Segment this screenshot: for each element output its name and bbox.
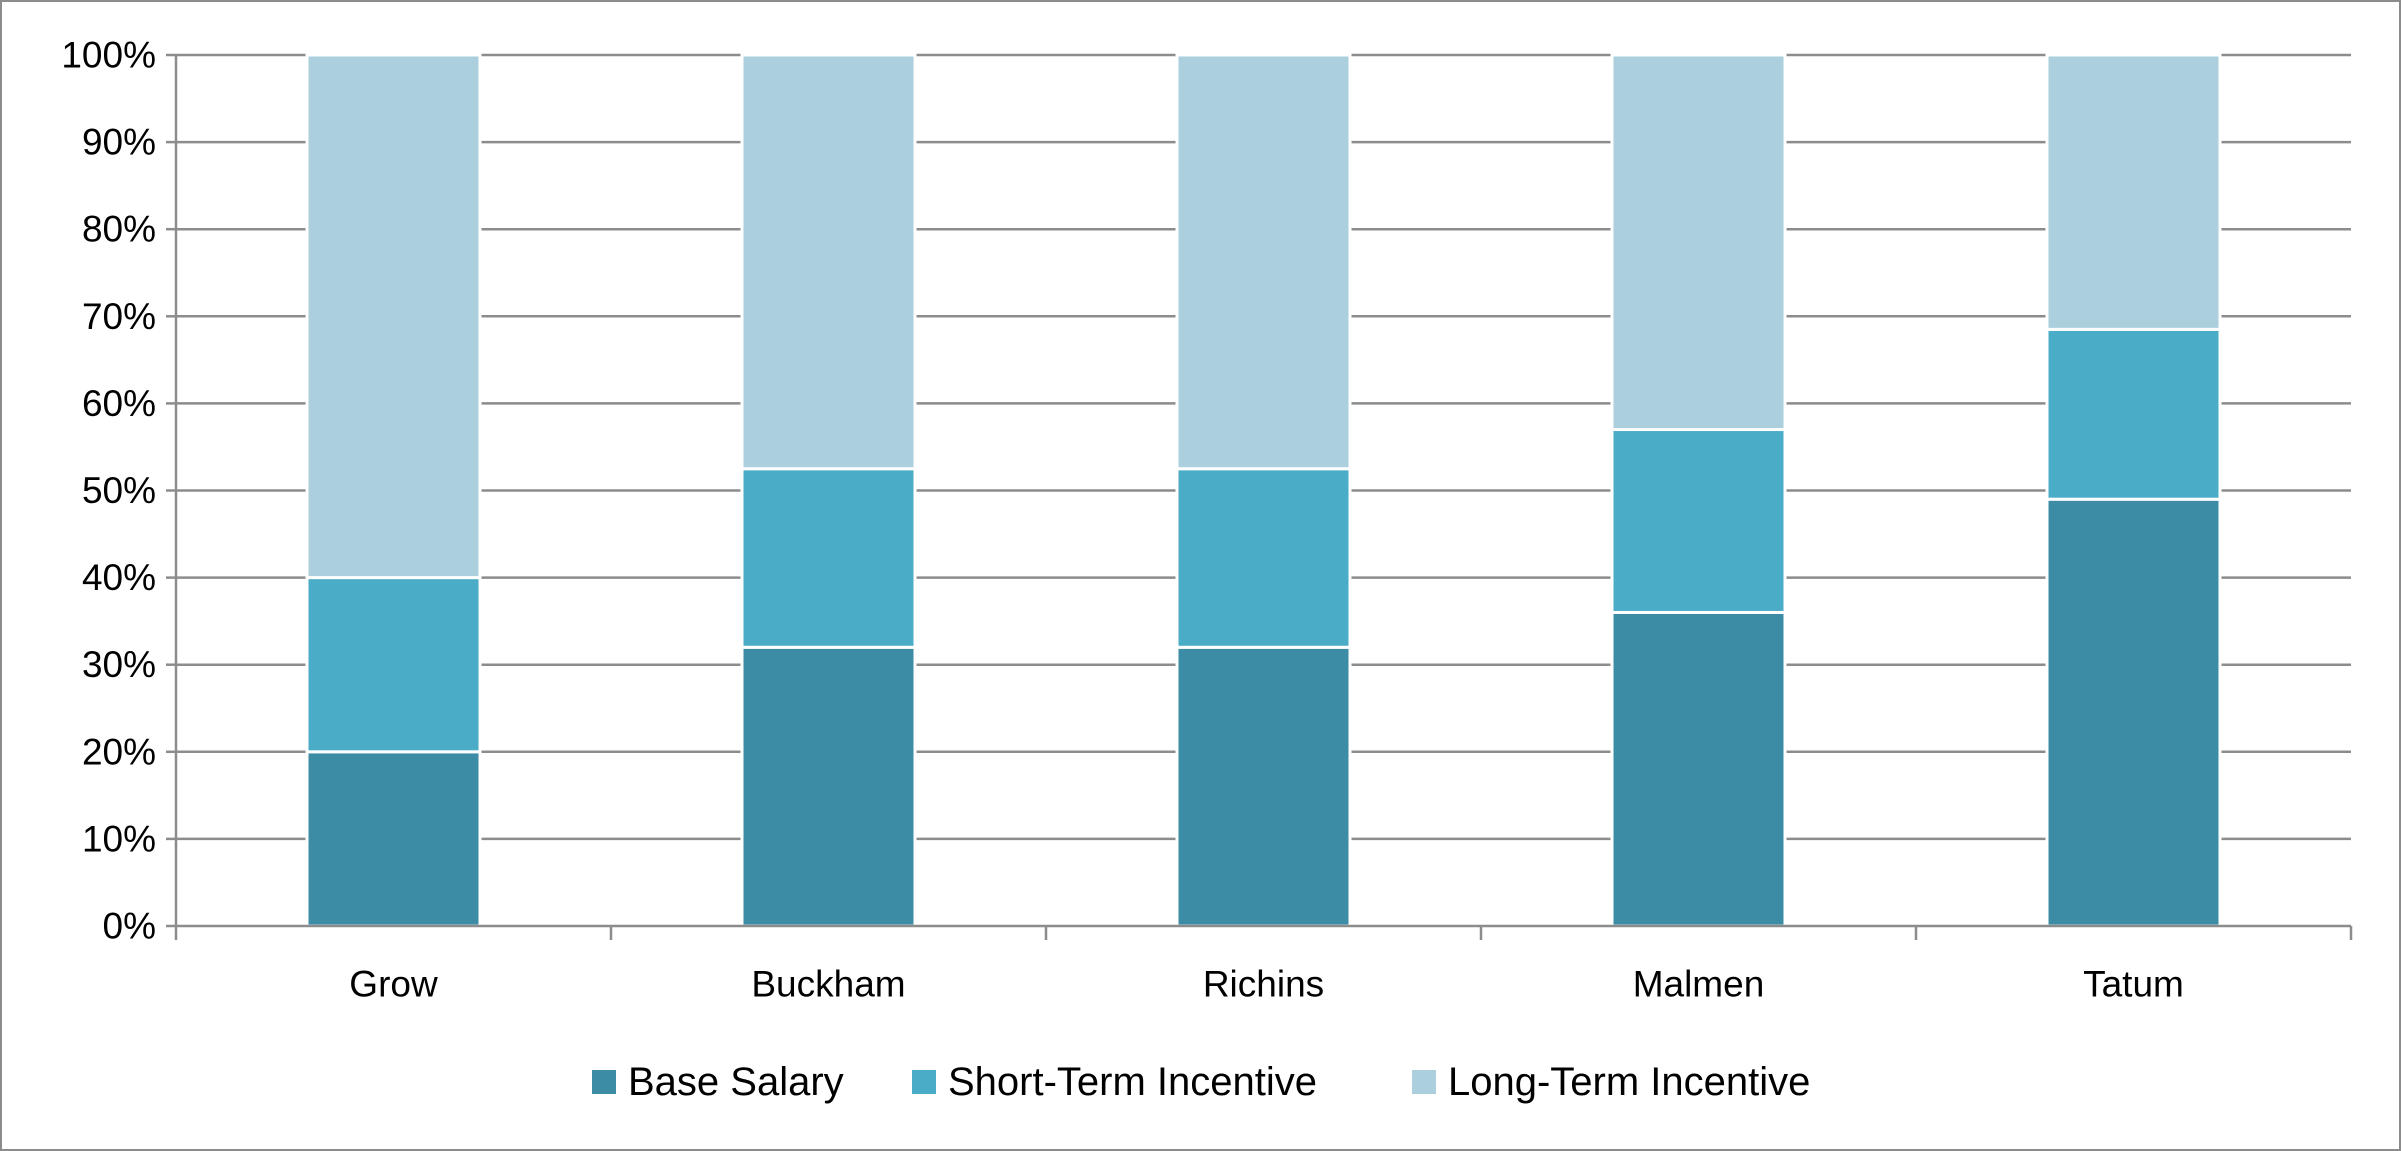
bar-segment bbox=[740, 467, 917, 649]
bar-segment bbox=[2045, 53, 2222, 331]
legend-item: Base Salary bbox=[592, 1060, 844, 1104]
bar-segment bbox=[305, 576, 482, 754]
legend: Base Salary Short-Term Incentive Long-Term… bbox=[592, 1060, 1810, 1104]
y-tick-label: 50% bbox=[82, 470, 156, 511]
legend-swatch bbox=[912, 1070, 936, 1094]
bar-segment bbox=[1610, 53, 1787, 432]
x-tick-label: Richins bbox=[1203, 964, 1324, 1005]
x-axis-tick-labels: Grow Buckham Richins Malmen Tatum bbox=[349, 964, 2184, 1005]
legend-label: Long-Term Incentive bbox=[1448, 1060, 1810, 1104]
y-tick-label: 90% bbox=[82, 122, 156, 163]
bar-segment bbox=[740, 645, 917, 928]
legend-swatch bbox=[1412, 1070, 1436, 1094]
y-axis-tick-labels: 0% 10% 20% 30% 40% 50% 60% 70% 80% 90% 100% bbox=[61, 35, 156, 947]
x-tick-label: Tatum bbox=[2083, 964, 2184, 1005]
bar-segment bbox=[2045, 497, 2222, 928]
legend-label: Base Salary bbox=[628, 1060, 844, 1104]
axes bbox=[166, 53, 2353, 940]
legend-swatch bbox=[592, 1070, 616, 1094]
y-tick-label: 30% bbox=[82, 644, 156, 685]
x-tick-label: Malmen bbox=[1633, 964, 1765, 1005]
legend-item: Long-Term Incentive bbox=[1412, 1060, 1810, 1104]
legend-label: Short-Term Incentive bbox=[948, 1060, 1317, 1104]
bar-segment bbox=[305, 750, 482, 928]
bars bbox=[305, 53, 2222, 928]
y-tick-label: 0% bbox=[103, 906, 156, 947]
y-tick-label: 10% bbox=[82, 818, 156, 859]
y-tick-label: 20% bbox=[82, 731, 156, 772]
bar-segment bbox=[2045, 327, 2222, 501]
bar-segment bbox=[740, 53, 917, 471]
bar-segment bbox=[1175, 53, 1352, 471]
bar-segment bbox=[1175, 467, 1352, 649]
y-tick-label: 60% bbox=[82, 383, 156, 424]
y-tick-label: 80% bbox=[82, 209, 156, 250]
y-tick-label: 100% bbox=[61, 35, 156, 76]
y-tick-label: 40% bbox=[82, 557, 156, 598]
bar-segment bbox=[1175, 645, 1352, 928]
x-tick-label: Buckham bbox=[751, 964, 905, 1005]
bar-segment bbox=[1610, 610, 1787, 928]
y-tick-label: 70% bbox=[82, 296, 156, 337]
bar-segment bbox=[305, 53, 482, 580]
x-tick-label: Grow bbox=[349, 964, 438, 1005]
bar-segment bbox=[1610, 428, 1787, 614]
legend-item: Short-Term Incentive bbox=[912, 1060, 1317, 1104]
